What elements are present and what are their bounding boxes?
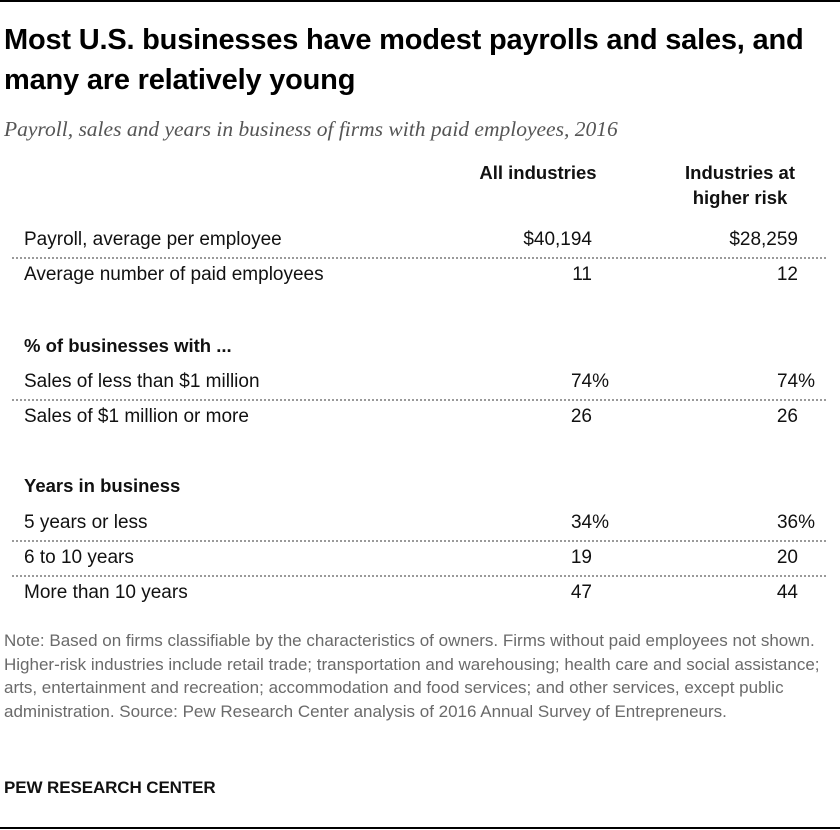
table-row: Average number of paid employees 11 12 [0, 260, 840, 290]
row-divider [12, 399, 826, 401]
row-label: More than 10 years [24, 582, 188, 603]
column-header-all-industries: All industries [479, 162, 597, 183]
bottom-rule [0, 827, 840, 829]
row-label: Sales of $1 million or more [24, 406, 249, 427]
row-divider [12, 257, 826, 259]
section-heading: % of businesses with ... [24, 335, 232, 356]
chart-subtitle: Payroll, sales and years in business of … [4, 117, 618, 141]
value-all-industries: 11 [572, 264, 592, 285]
row-label: Sales of less than $1 million [24, 371, 260, 392]
section-heading: Years in business [24, 475, 181, 496]
value-all-industries: 19 [570, 547, 592, 568]
table-row: More than 10 years 47 44 [0, 578, 840, 608]
table-row: 6 to 10 years 19 20 [0, 543, 840, 573]
footnote: Note: Based on firms classifiable by the… [4, 631, 820, 721]
value-all-industries: 34% [570, 512, 609, 533]
source-logo-text: PEW RESEARCH CENTER [4, 778, 216, 797]
value-higher-risk: 20 [776, 547, 798, 568]
value-all-industries: 26 [570, 406, 592, 427]
row-divider [12, 540, 826, 542]
value-higher-risk: 26 [776, 406, 798, 427]
value-higher-risk: $28,259 [729, 229, 798, 250]
row-divider [12, 575, 826, 577]
value-higher-risk: 44 [776, 582, 798, 603]
table-row: 5 years or less 34% 36% [0, 508, 840, 538]
value-higher-risk: 36% [776, 512, 815, 533]
value-all-industries: 74% [570, 371, 609, 392]
row-label: 6 to 10 years [24, 547, 134, 568]
value-higher-risk: 12 [776, 264, 798, 285]
column-header-higher-risk: Industries at higher risk [685, 162, 795, 208]
chart-title: Most U.S. businesses have modest payroll… [4, 24, 804, 96]
value-higher-risk: 74% [776, 371, 815, 392]
value-all-industries: $40,194 [523, 229, 592, 250]
value-all-industries: 47 [570, 582, 592, 603]
row-label: Average number of paid employees [24, 264, 324, 285]
row-label: Payroll, average per employee [24, 229, 282, 250]
top-rule [0, 0, 840, 2]
table-row: Sales of less than $1 million 74% 74% [0, 367, 840, 397]
row-label: 5 years or less [24, 512, 148, 533]
table-row: Payroll, average per employee $40,194 $2… [0, 225, 840, 255]
table-row: Sales of $1 million or more 26 26 [0, 402, 840, 432]
